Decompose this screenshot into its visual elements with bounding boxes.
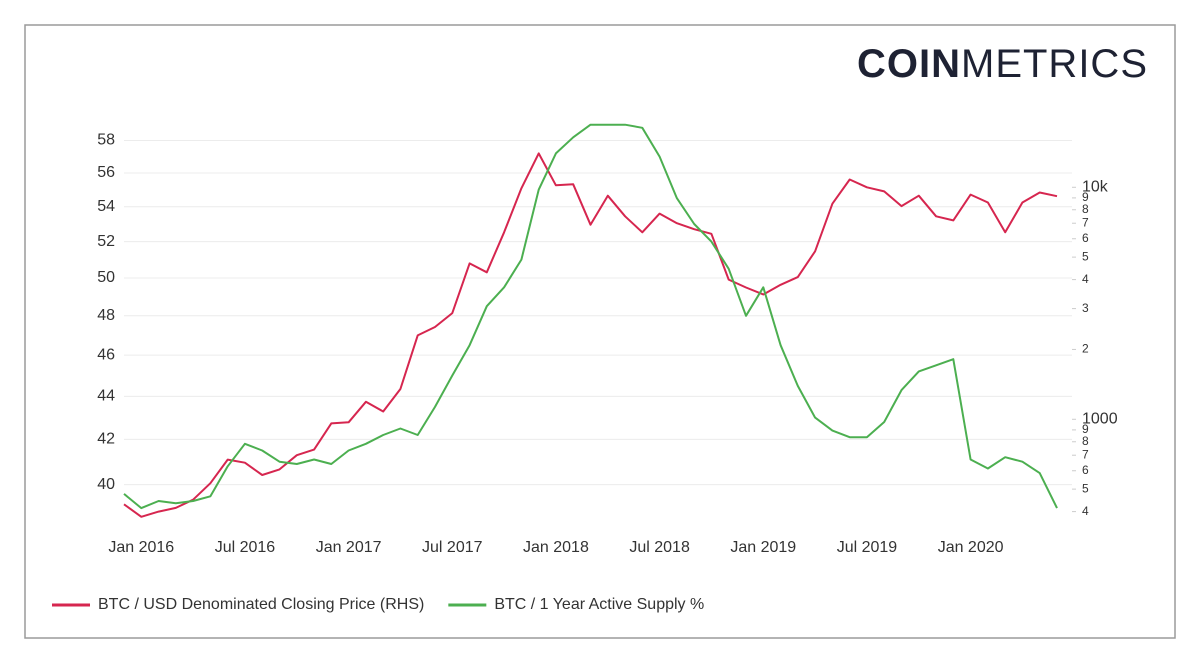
y2-tick-label: 1000 (1082, 410, 1118, 427)
y2-tick-label: 9 (1082, 422, 1089, 436)
x-tick-label: Jul 2018 (629, 539, 690, 556)
y-tick-label: 40 (97, 476, 115, 493)
x-tick-label: Jul 2019 (837, 539, 898, 556)
y2-tick-label: 7 (1082, 447, 1089, 461)
y2-tick-label: 10k (1082, 179, 1109, 196)
x-tick-label: Jan 2016 (108, 539, 174, 556)
y-tick-label: 50 (97, 269, 115, 286)
legend-label: BTC / 1 Year Active Supply % (494, 596, 704, 613)
y-tick-label: 56 (97, 164, 115, 181)
x-tick-label: Jan 2018 (523, 539, 589, 556)
legend-label: BTC / USD Denominated Closing Price (RHS… (98, 596, 424, 613)
x-tick-label: Jan 2017 (316, 539, 382, 556)
y2-tick-label: 9 (1082, 190, 1089, 204)
frame (24, 24, 1176, 639)
y2-tick-label: 3 (1082, 301, 1089, 315)
y-tick-label: 46 (97, 346, 115, 363)
y-tick-label: 54 (97, 198, 115, 215)
y-tick-label: 58 (97, 132, 115, 149)
y2-tick-label: 8 (1082, 202, 1089, 216)
y2-tick-label: 5 (1082, 249, 1089, 263)
brand-light: METRICS (961, 42, 1148, 86)
series-line (123, 152, 1058, 518)
y-tick-label: 48 (97, 307, 115, 324)
y2-tick-label: 6 (1082, 231, 1089, 245)
y2-tick-label: 6 (1082, 463, 1089, 477)
y-tick-label: 42 (97, 431, 115, 448)
y-tick-label: 52 (97, 233, 115, 250)
y2-tick-label: 7 (1082, 215, 1089, 229)
x-tick-label: Jul 2016 (215, 539, 276, 556)
series-line (123, 123, 1058, 510)
y2-tick-label: 5 (1082, 481, 1089, 495)
y2-tick-label: 8 (1082, 434, 1089, 448)
brand-bold: COIN (857, 42, 961, 86)
y2-tick-label: 4 (1082, 272, 1089, 286)
brand-logo: COINMETRICS (857, 42, 1148, 86)
y2-tick-label: 2 (1082, 342, 1089, 356)
y-tick-label: 44 (97, 388, 115, 405)
x-tick-label: Jul 2017 (422, 539, 483, 556)
y2-tick-label: 4 (1082, 504, 1089, 518)
x-tick-label: Jan 2019 (730, 539, 796, 556)
x-tick-label: Jan 2020 (938, 539, 1004, 556)
